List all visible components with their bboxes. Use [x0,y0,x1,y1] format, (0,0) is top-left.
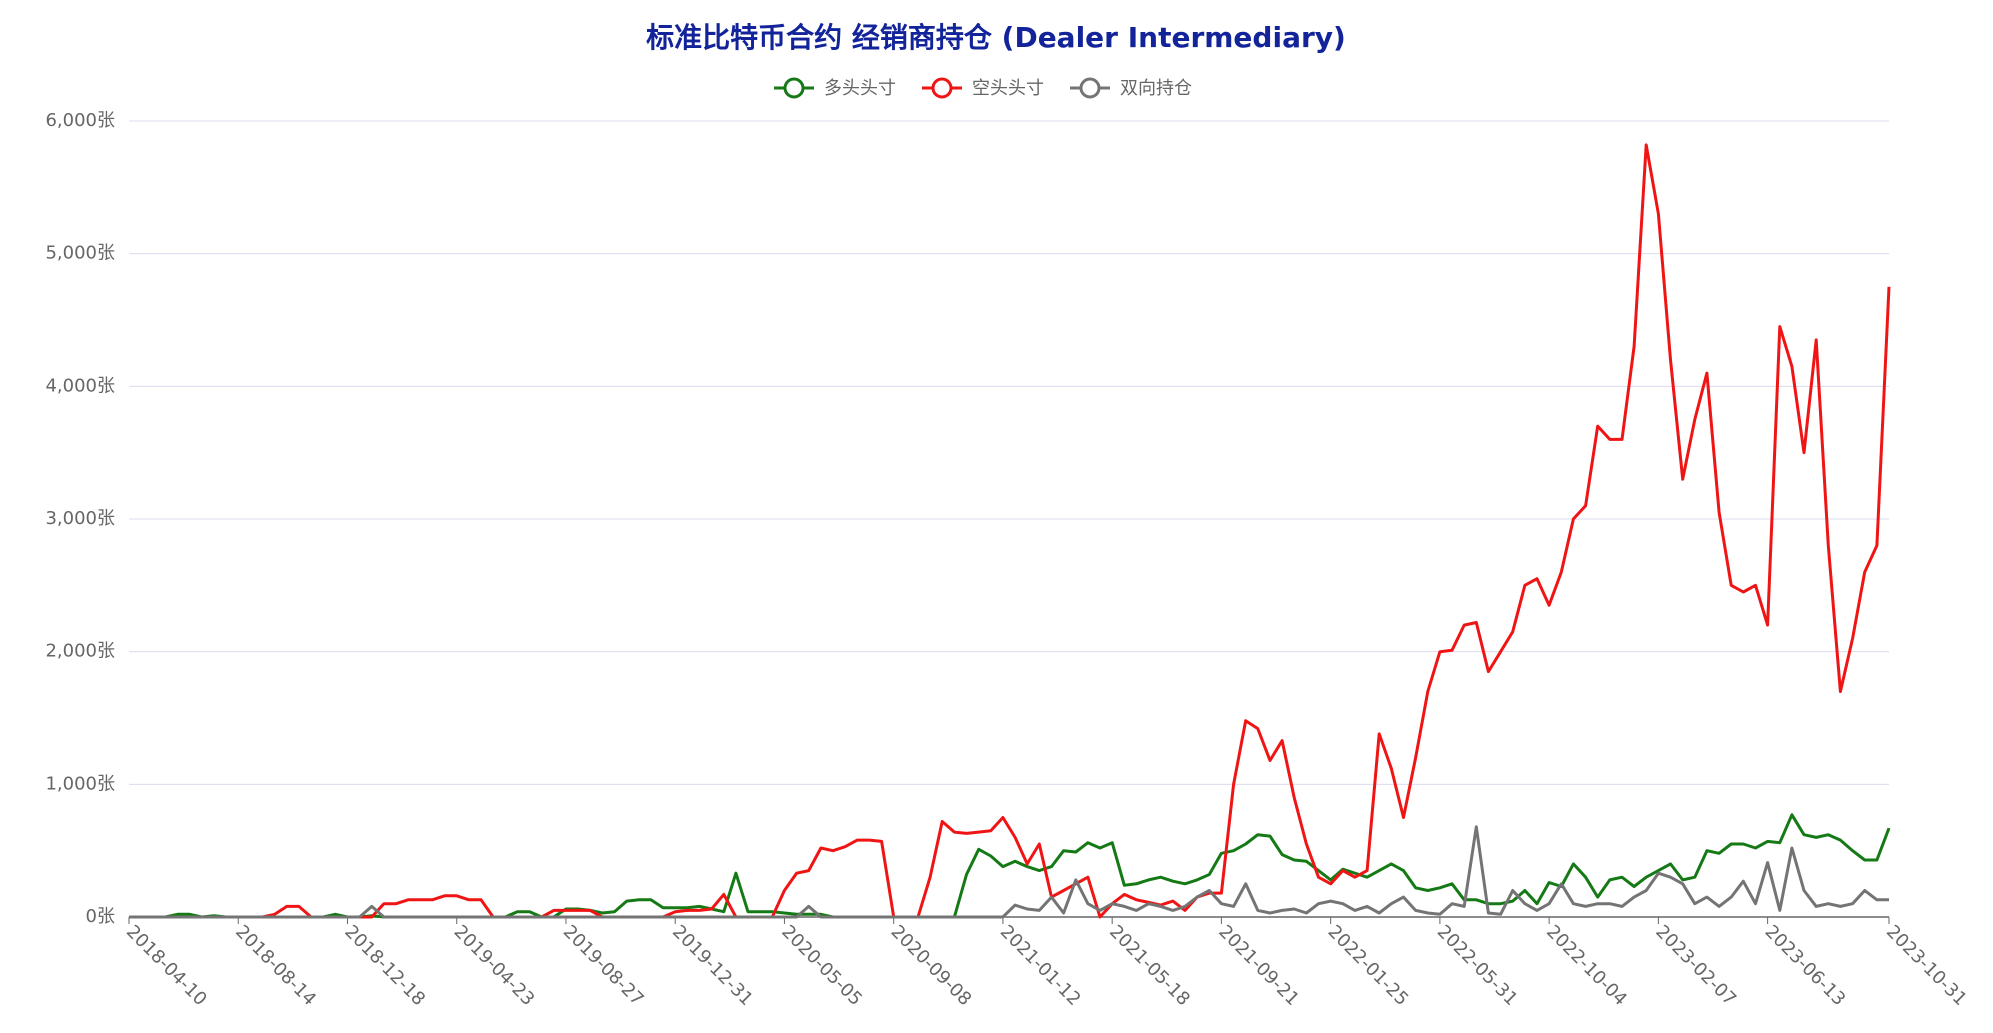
x-tick-label: 2019-12-31 [668,921,757,1010]
x-tick-label: 2023-10-31 [1882,921,1971,1010]
y-tick-label: 6,000张 [45,110,115,131]
x-tick-label: 2022-05-31 [1433,921,1522,1010]
y-tick-label: 5,000张 [45,243,115,264]
x-tick-label: 2021-05-18 [1105,921,1194,1010]
legend-marker [931,77,953,99]
legend-item: 空头头寸 [922,77,1044,99]
x-tick-label: 2020-09-08 [887,921,976,1010]
x-tick-label: 2023-02-07 [1651,921,1740,1010]
x-tick-label: 2018-08-14 [231,921,320,1010]
y-tick-label: 1,000张 [45,773,115,794]
legend-label: 多头头寸 [824,78,896,99]
x-tick-label: 2020-05-05 [777,921,866,1010]
series-line [129,143,1891,919]
legend-item: 多头头寸 [774,77,896,99]
x-tick-label: 2019-04-23 [450,921,539,1010]
x-tick-label: 2021-01-12 [996,921,1085,1010]
legend-label: 双向持仓 [1120,78,1192,99]
x-tick-label: 2018-04-10 [122,921,211,1010]
legend-label: 空头头寸 [972,78,1044,99]
x-tick-label: 2021-09-21 [1214,921,1303,1010]
legend-item: 双向持仓 [1070,77,1192,99]
y-tick-label: 2,000张 [45,641,115,662]
series-line [129,825,1889,919]
x-tick-label: 2022-01-25 [1324,921,1413,1010]
y-tick-label: 3,000张 [45,508,115,529]
x-tick-label: 2022-10-04 [1542,921,1631,1010]
y-tick-label: 4,000张 [45,375,115,396]
legend-marker [783,77,805,99]
chart-title: 标准比特币合约 经销商持仓 (Dealer Intermediary) [646,21,1346,54]
x-tick-label: 2019-08-27 [559,921,648,1010]
legend-marker [1079,77,1101,99]
x-tick-label: 2023-06-13 [1761,921,1850,1010]
x-tick-label: 2018-12-18 [340,921,429,1010]
y-tick-label: 0张 [86,906,115,927]
